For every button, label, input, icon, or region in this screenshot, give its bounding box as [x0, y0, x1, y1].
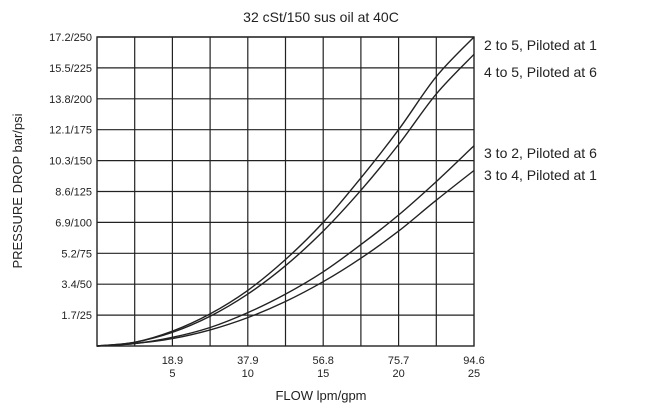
y-axis-label: PRESSURE DROP bar/psi [10, 113, 25, 268]
series-curves [96, 36, 475, 347]
legend-entry: 4 to 5, Piloted at 6 [484, 64, 597, 80]
plot-frame [96, 36, 475, 347]
legend-entry: 2 to 5, Piloted at 1 [484, 37, 597, 53]
x-tick-label-lpm: 94.6 [463, 355, 484, 367]
x-tick-label-gpm: 20 [392, 368, 404, 380]
x-tick-label-gpm: 25 [468, 368, 480, 380]
y-tick-label: 5.2/75 [61, 248, 92, 260]
y-tick-label: 3.4/50 [61, 279, 92, 291]
y-tick-label: 8.6/125 [55, 187, 92, 199]
x-tick-label-lpm: 37.9 [237, 355, 258, 367]
series-line [96, 145, 475, 347]
y-tick-label: 15.5/225 [49, 63, 92, 75]
x-tick-label-lpm: 56.8 [312, 355, 333, 367]
series-line [96, 53, 475, 347]
y-tick-label: 13.8/200 [49, 94, 92, 106]
x-tick-label-gpm: 5 [169, 368, 175, 380]
y-tick-labels: 1.7/25 3.4/50 5.2/75 6.9/100 8.6/125 10.3/150… [49, 32, 92, 322]
x-axis-label: FLOW lpm/gpm [275, 388, 366, 403]
series-line [96, 36, 475, 347]
y-tick-label: 10.3/150 [49, 156, 92, 168]
y-tick-label: 6.9/100 [55, 217, 92, 229]
legend: 2 to 5, Piloted at 1 4 to 5, Piloted at 6… [484, 37, 597, 183]
y-tick-label: 12.1/175 [49, 125, 92, 137]
x-tick-label-gpm: 10 [242, 368, 254, 380]
x-tick-label-gpm: 15 [317, 368, 329, 380]
legend-entry: 3 to 2, Piloted at 6 [484, 145, 597, 161]
y-tick-label: 1.7/25 [61, 310, 92, 322]
y-tick-label: 17.2/250 [49, 32, 92, 44]
legend-entry: 3 to 4, Piloted at 1 [484, 167, 597, 183]
chart-title: 32 cSt/150 sus oil at 40C [243, 9, 399, 25]
series-line [96, 169, 475, 347]
x-tick-label-lpm: 18.9 [162, 355, 183, 367]
x-tick-labels: 18.95 37.910 56.815 75.720 94.625 [162, 355, 485, 380]
x-tick-label-lpm: 75.7 [388, 355, 409, 367]
grid-lines [97, 36, 474, 346]
